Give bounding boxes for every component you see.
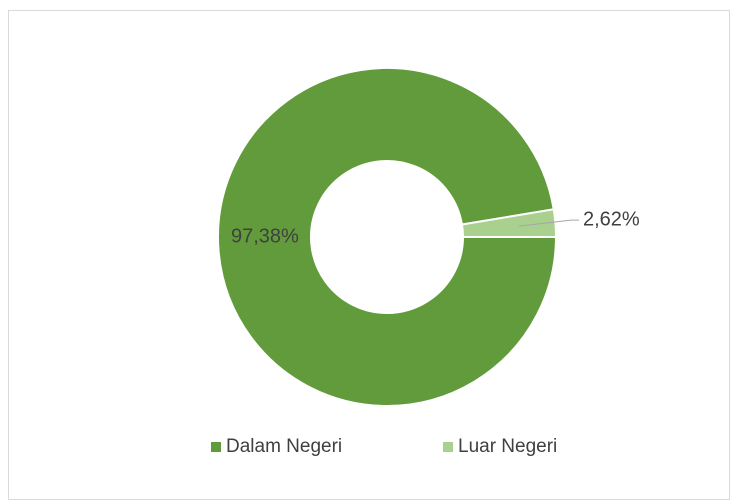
data-label: 97,38%	[231, 225, 299, 247]
leader-line	[518, 219, 579, 227]
donut-slice	[460, 208, 558, 238]
legend-label: Luar Negeri	[458, 436, 557, 457]
legend-label: Dalam Negeri	[226, 436, 342, 457]
legend-swatch	[211, 442, 221, 452]
legend-swatch	[443, 442, 453, 452]
data-label: 2,62%	[583, 208, 640, 230]
donut-slice	[217, 67, 558, 407]
